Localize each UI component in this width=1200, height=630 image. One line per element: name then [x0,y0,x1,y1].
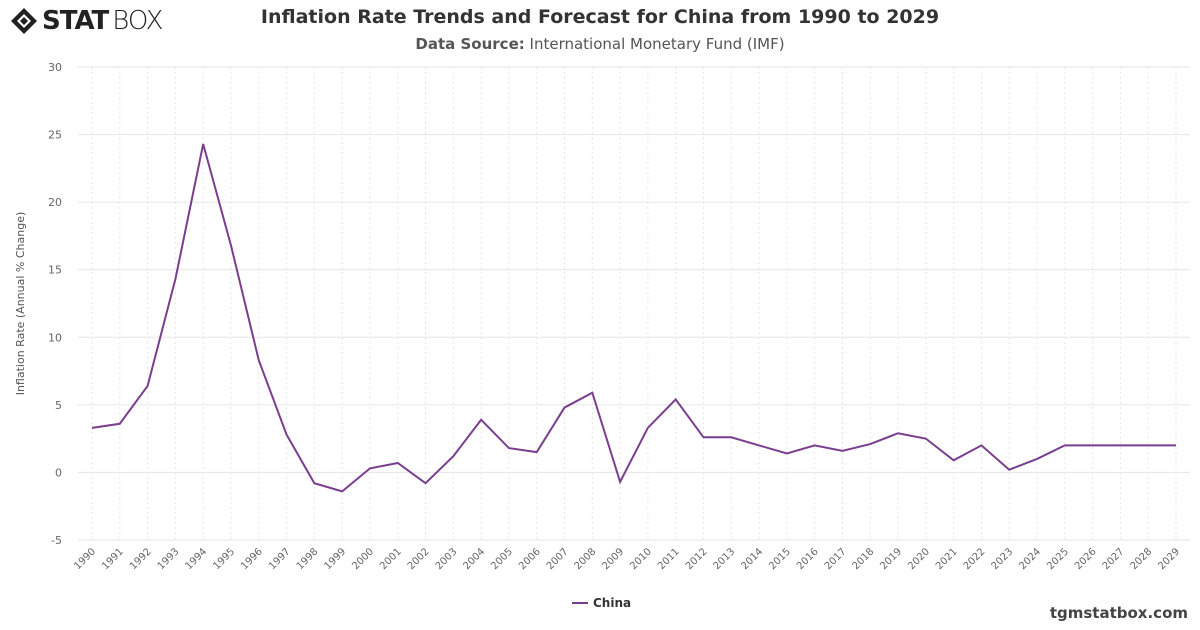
y-tick-label: 30 [48,61,62,74]
legend-label: China [593,596,631,610]
x-tick-label: 2029 [1156,546,1182,572]
y-tick-label: 10 [48,331,62,344]
x-tick-label: 2001 [378,546,404,572]
x-tick-label: 2026 [1073,546,1099,572]
logo-stat: STAT [42,6,109,36]
x-tick-label: 2004 [461,546,487,572]
site-url: tgmstatbox.com [1049,604,1188,622]
x-tick-label: 1994 [184,546,210,572]
x-tick-label: 2016 [795,546,821,572]
y-tick-label: 5 [55,399,62,412]
x-tick-label: 2014 [739,546,765,572]
x-tick-label: 1997 [267,546,293,572]
x-tick-label: 2021 [934,546,960,572]
x-tick-label: 2010 [628,546,654,572]
subtitle-label: Data Source: [415,35,525,53]
chart-title: Inflation Rate Trends and Forecast for C… [260,6,940,28]
chart-subtitle: Data Source: International Monetary Fund… [0,35,1200,53]
diamond-logo-icon [11,8,37,34]
x-tick-label: 1991 [100,546,126,572]
y-tick-label: 20 [48,196,62,209]
y-tick-label: 25 [48,129,62,142]
x-tick-label: 2023 [990,546,1016,572]
x-tick-label: 2020 [906,546,932,572]
x-tick-label: 2003 [434,546,460,572]
x-tick-label: 2007 [545,546,571,572]
x-tick-label: 2013 [712,546,738,572]
x-tick-label: 2018 [851,546,877,572]
x-tick-label: 1995 [211,546,237,572]
x-tick-label: 2025 [1045,546,1071,572]
x-tick-label: 2008 [573,546,599,572]
y-tick-label: 15 [48,264,62,277]
y-tick-label: -5 [51,534,62,547]
x-tick-label: 2012 [684,546,710,572]
subtitle-source: International Monetary Fund (IMF) [529,35,785,53]
x-tick-label: 2019 [878,546,904,572]
x-tick-label: 2000 [350,546,376,572]
x-tick-label: 2022 [962,546,988,572]
series-line-china [91,143,1176,493]
x-tick-label: 2027 [1101,546,1127,572]
x-tick-label: 2002 [406,546,432,572]
x-tick-label: 1998 [295,546,321,572]
x-tick-label: 2017 [823,546,849,572]
x-tick-label: 2011 [656,546,682,572]
x-tick-label: 1993 [156,546,182,572]
x-tick-label: 1996 [239,546,265,572]
x-tick-label: 2009 [600,546,626,572]
x-tick-label: 2024 [1017,546,1043,572]
y-axis-label: Inflation Rate (Annual % Change) [14,212,27,396]
logo-box: BOX [112,6,163,36]
x-tick-label: 1992 [128,546,154,572]
x-tick-label: 2028 [1129,546,1155,572]
statbox-logo: STAT BOX [10,6,163,36]
x-tick-label: 1990 [72,546,98,572]
x-tick-label: 2005 [489,546,515,572]
x-tick-label: 1999 [322,546,348,572]
x-tick-label: 2006 [517,546,543,572]
y-tick-label: 0 [55,466,62,479]
x-tick-label: 2015 [767,546,793,572]
